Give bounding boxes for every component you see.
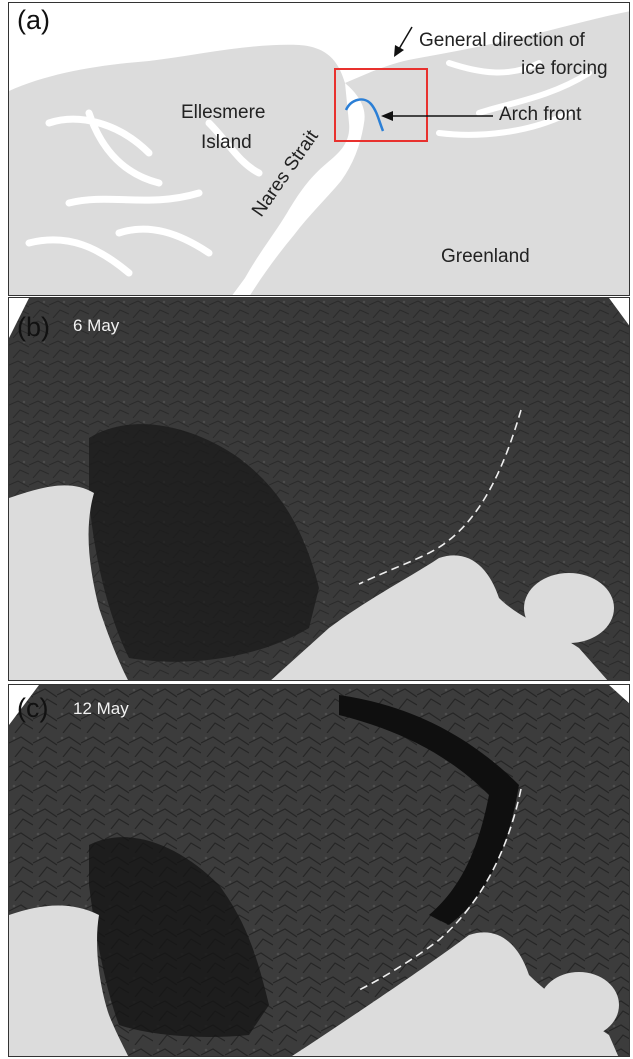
direction-arrow	[398, 26, 413, 50]
ellesmere-coast-6-may	[9, 485, 128, 680]
greenland-coast-12-may	[292, 932, 619, 1056]
satellite-image-6-may	[9, 298, 629, 680]
panel-b-label: (b)	[17, 312, 50, 342]
greenland-coast-6-may	[271, 555, 608, 680]
ellesmere-label-line1: Ellesmere	[181, 102, 266, 123]
greenland-land	[250, 11, 629, 295]
satellite-image-12-may	[9, 685, 629, 1056]
arch-front-dashed-6-may	[358, 409, 522, 585]
open-water-inner-12-may	[89, 837, 269, 1037]
panel-a-label: (a)	[17, 5, 50, 35]
panel-c-satellite-12-may: (c) 12 May	[8, 684, 630, 1057]
ellesmere-island-land	[9, 44, 350, 295]
arch-front-label: Arch front	[499, 104, 582, 125]
overview-map	[9, 3, 629, 295]
direction-arrowhead	[394, 45, 404, 57]
ellesmere-coast-12-may	[9, 905, 129, 1056]
ellesmere-fjords	[25, 109, 263, 277]
direction-text-line1: General direction of	[419, 30, 585, 51]
ellesmere-label-line2: Island	[201, 132, 252, 153]
greenland-fjords	[436, 60, 592, 138]
panel-a-overview-map: (a) General direction of ice forcing Arc…	[8, 2, 630, 296]
panel-c-label: (c)	[17, 693, 49, 723]
island-6-may	[524, 573, 614, 643]
panel-b-date: 6 May	[73, 316, 120, 335]
open-water-lead-12-may	[339, 695, 519, 925]
island-12-may	[539, 972, 619, 1038]
open-water-6-may	[89, 424, 319, 662]
panel-b-satellite-6-may: (b) 6 May	[8, 297, 630, 681]
greenland-label: Greenland	[441, 246, 530, 267]
arch-front-arrowhead	[381, 111, 393, 121]
study-area-box	[334, 68, 428, 142]
arch-front-line	[344, 98, 385, 132]
panel-c-date: 12 May	[73, 699, 129, 718]
arch-front-dashed-12-may	[358, 788, 522, 991]
direction-text-line2: ice forcing	[521, 58, 608, 79]
